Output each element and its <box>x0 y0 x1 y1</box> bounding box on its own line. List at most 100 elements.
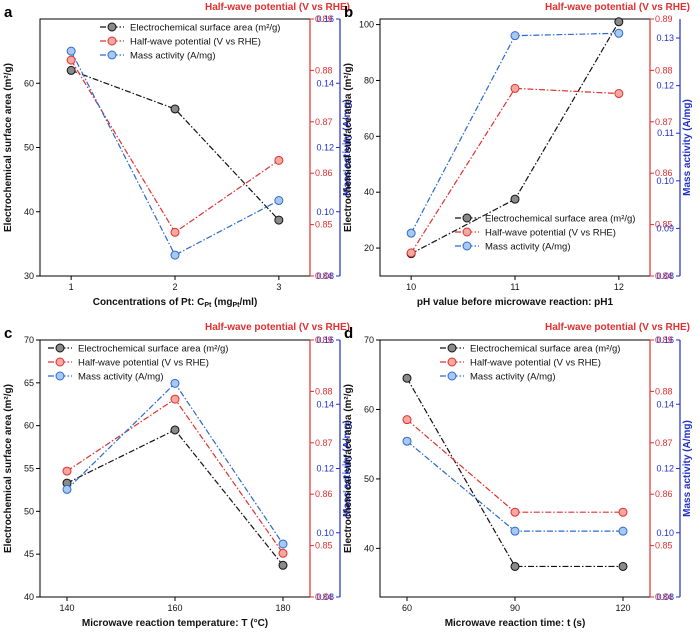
y-blue-tick-label: 0.13 <box>656 33 674 43</box>
legend-label-hwp: Half-wave potential (V vs RHE) <box>485 228 616 239</box>
x-tick-label: 90 <box>510 603 520 613</box>
y-blue-tick-label: 0.08 <box>316 271 334 281</box>
x-tick-label: 180 <box>275 603 290 613</box>
y-blue-tick-label: 0.12 <box>316 464 334 474</box>
panel-letter: a <box>4 4 13 21</box>
y-blue-tick-label: 0.10 <box>316 528 334 538</box>
legend: Electrochemical surface area (m²/g) Half-… <box>440 343 620 383</box>
legend-marker-hwp <box>447 357 457 367</box>
series-line-ecsa <box>406 377 623 568</box>
y-left-axis-title: Electrochemical surface area (m²/g) <box>3 384 14 553</box>
y-red-tick-label: 0.89 <box>655 335 673 345</box>
y-left-tick-label: 40 <box>364 187 374 197</box>
x-tick-label: 11 <box>510 282 519 292</box>
legend-marker-ma <box>107 50 117 60</box>
data-point-ma <box>406 228 416 238</box>
y-red-tick-label: 0.85 <box>655 541 673 551</box>
data-point-ma <box>614 28 624 38</box>
y-left-tick-label: 50 <box>364 474 374 484</box>
y-blue-tick-label: 0.16 <box>316 335 334 345</box>
legend-marker-hwp <box>462 227 472 237</box>
legend-label-ecsa: Electrochemical surface area (m²/g) <box>485 214 635 225</box>
legend-label-hwp: Half-wave potential (V vs RHE) <box>130 37 261 48</box>
legend-marker-ma <box>55 371 65 381</box>
legend-label-ecsa: Electrochemical surface area (m²/g) <box>78 344 228 355</box>
panel-letter: c <box>4 325 12 342</box>
y-left-tick-label: 30 <box>24 271 34 281</box>
data-point-hwp <box>278 548 288 558</box>
y-blue-tick-label: 0.16 <box>656 335 674 345</box>
x-axis-title: Microwave reaction temperature: T (°C) <box>82 618 268 629</box>
y-blue-tick-label: 0.12 <box>656 464 674 474</box>
data-point-ma <box>510 31 520 41</box>
y-red-tick-label: 0.86 <box>315 489 333 499</box>
data-point-ma <box>274 196 284 206</box>
y-blue-axis-title: Mass activity (A/mg) <box>342 420 353 517</box>
y-red-tick-label: 0.85 <box>655 220 673 230</box>
series-line-ma <box>66 382 284 545</box>
data-point-ecsa <box>614 17 624 27</box>
legend-marker-ma <box>462 241 472 251</box>
legend-label-hwp: Half-wave potential (V vs RHE) <box>78 358 209 369</box>
series-line-hwp <box>406 419 623 513</box>
panel-c: c 140 160 180 40 45 50 55 60 65 70 0.84 0.85 0.86 0.87… <box>3 322 353 629</box>
y-left-axis-title: Electrochemical surface area (m²/g) <box>343 63 354 232</box>
y-blue-tick-label: 0.08 <box>316 592 334 602</box>
x-axis-title: Microwave reaction time: t (s) <box>445 618 586 629</box>
data-point-ecsa <box>66 65 76 75</box>
y-blue-tick-label: 0.09 <box>656 223 674 233</box>
y-left-tick-label: 60 <box>364 404 374 414</box>
y-red-tick-label: 0.88 <box>315 65 333 75</box>
y-blue-tick-label: 0.11 <box>657 128 674 138</box>
y-left-axis-title: Electrochemical surface area (m²/g) <box>343 384 354 553</box>
data-point-ecsa <box>278 560 288 570</box>
legend-label-hwp: Half-wave potential (V vs RHE) <box>470 358 601 369</box>
y-red-tick-label: 0.86 <box>655 489 673 499</box>
y-red-tick-label: 0.88 <box>655 65 673 75</box>
y-blue-tick-label: 0.08 <box>656 592 674 602</box>
y-red-tick-label: 0.84 <box>315 592 333 602</box>
data-point-ecsa <box>510 194 520 204</box>
y-blue-tick-label: 0.10 <box>656 528 674 538</box>
data-point-hwp <box>402 415 412 425</box>
y-blue-tick-label: 0.14 <box>656 399 674 409</box>
data-point-ma <box>278 539 288 549</box>
y-blue-tick-label: 0.12 <box>316 143 334 153</box>
data-point-ecsa <box>402 373 412 383</box>
series-line-ma <box>70 50 280 256</box>
y-red-tick-label: 0.88 <box>655 386 673 396</box>
y-left-tick-label: 70 <box>24 335 34 345</box>
legend-label-ma: Mass activity (A/mg) <box>78 372 164 383</box>
y-red-tick-label: 0.85 <box>315 220 333 230</box>
data-point-ecsa <box>274 215 284 225</box>
y-red-tick-label: 0.86 <box>655 168 673 178</box>
legend-marker-hwp <box>107 36 117 46</box>
legend-marker-ecsa <box>447 343 457 353</box>
y-blue-tick-label: 0.10 <box>656 176 674 186</box>
data-point-ecsa <box>170 425 180 435</box>
y-red-tick-label: 0.85 <box>315 541 333 551</box>
y-left-tick-label: 60 <box>24 421 34 431</box>
data-point-ma <box>402 436 412 446</box>
data-point-ecsa <box>510 561 520 571</box>
data-point-ma <box>62 484 72 494</box>
y-left-tick-label: 65 <box>24 378 34 388</box>
y-red-axis-title: Half-wave potential (V vs RHE) <box>205 2 350 13</box>
series-line-hwp <box>70 59 280 234</box>
y-red-tick-label: 0.87 <box>655 117 673 127</box>
y-blue-tick-label: 0.14 <box>316 78 334 88</box>
data-point-hwp <box>614 89 624 99</box>
series-line-hwp <box>66 398 284 554</box>
legend: Electrochemical surface area (m²/g) Half-… <box>455 213 635 253</box>
y-red-tick-label: 0.89 <box>315 335 333 345</box>
y-red-tick-label: 0.89 <box>655 14 673 24</box>
legend-marker-ecsa <box>55 343 65 353</box>
series-line-ecsa <box>66 429 284 566</box>
y-red-tick-label: 0.87 <box>315 117 333 127</box>
y-red-axis-title: Half-wave potential (V vs RHE) <box>545 2 690 13</box>
x-tick-label: 160 <box>167 603 182 613</box>
y-left-tick-label: 100 <box>359 20 374 30</box>
legend-marker-ecsa <box>107 22 117 32</box>
y-left-tick-label: 70 <box>364 335 374 345</box>
